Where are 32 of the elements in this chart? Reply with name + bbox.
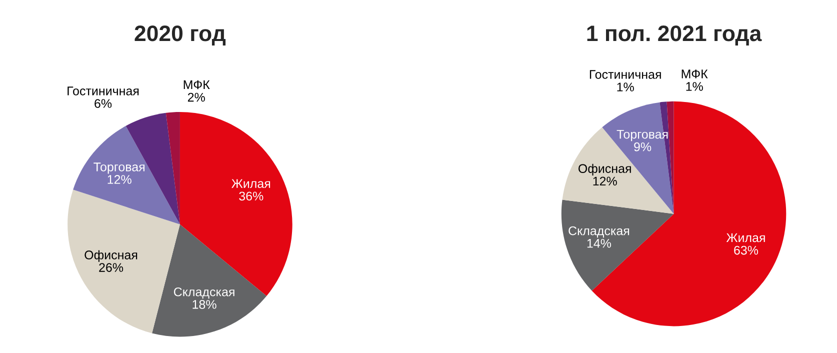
pie-slice xyxy=(666,101,674,214)
data-label: 26% xyxy=(99,263,124,272)
data-label: 1% xyxy=(686,82,703,91)
slice-label: Торговая xyxy=(94,162,144,174)
slice-label: Гостиничная xyxy=(590,70,661,79)
data-label: 36% xyxy=(239,192,264,201)
slice-label: Жилая xyxy=(726,233,765,242)
chart-title: 1 пол. 2021 года xyxy=(587,26,762,46)
data-label: 6% xyxy=(94,99,112,108)
pie-slice xyxy=(166,112,180,224)
pie-slice xyxy=(561,200,674,291)
slice-label: МФК xyxy=(184,80,210,90)
pie-slice xyxy=(562,127,674,214)
data-label: 63% xyxy=(734,246,758,255)
data-label: 12% xyxy=(108,175,132,184)
slice-label: Складская xyxy=(568,226,630,238)
chart-title: 2020 год xyxy=(134,26,226,46)
data-label: 14% xyxy=(587,238,612,248)
slice-label: Жилая xyxy=(232,179,270,188)
slice-label: Торговая xyxy=(616,130,668,142)
slice-label: Складская xyxy=(174,287,234,299)
slice-label: МФК xyxy=(682,70,708,78)
pie-slice xyxy=(73,126,180,224)
slice-label: Офисная xyxy=(84,250,138,262)
data-label: 12% xyxy=(593,176,617,186)
slice-label: Гостиничная xyxy=(68,86,139,96)
data-label: 18% xyxy=(192,300,216,309)
pie-slice xyxy=(152,224,267,337)
data-label: 9% xyxy=(634,142,652,152)
data-label: 2% xyxy=(188,92,205,102)
slice-label: Офисная xyxy=(578,164,631,176)
data-label: 1% xyxy=(617,82,634,92)
